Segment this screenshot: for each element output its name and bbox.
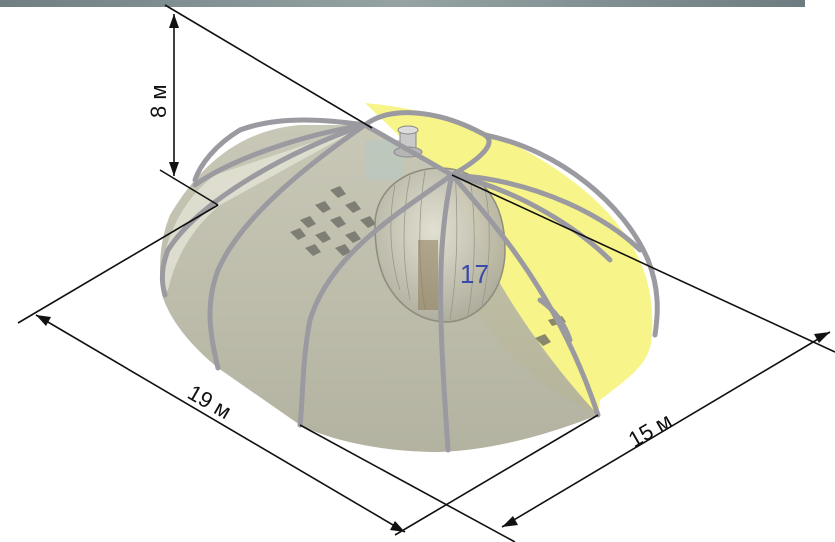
dome-membrane <box>365 103 653 415</box>
height-dimension-label: 8 м <box>146 85 171 118</box>
pod-door <box>418 240 438 310</box>
frame-ribs <box>159 110 660 453</box>
back-window <box>365 140 403 180</box>
pod-panel-lines <box>390 169 490 321</box>
dome-floor <box>160 125 598 452</box>
module-number-label: 17 <box>460 259 489 289</box>
top-image-strip <box>0 0 805 7</box>
dimension-arrowheads <box>36 14 830 532</box>
width-dimension-label: 15 м <box>624 408 676 453</box>
dimension-lines <box>17 4 835 542</box>
